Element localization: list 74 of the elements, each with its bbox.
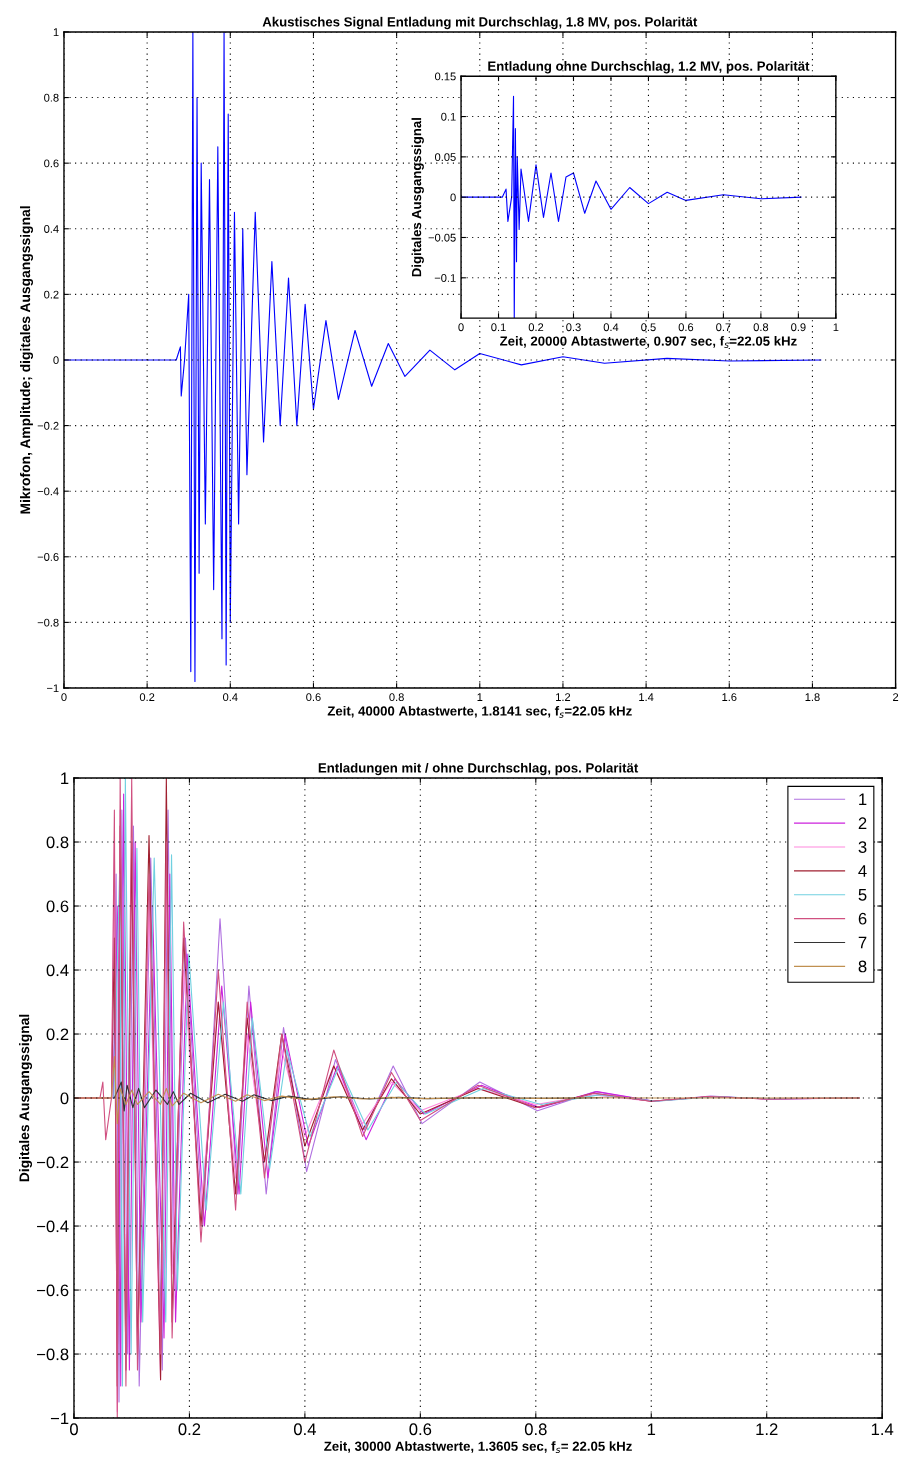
- x-axis-title: Zeit, 30000 Abtastwerte, 1.3605 sec, f$_{s}$= 22.05 kHz: [324, 1441, 632, 1454]
- x-tick-label: 0.8: [524, 1423, 547, 1436]
- y-tick-label: −0.4: [37, 487, 59, 496]
- y-tick-label: 0.4: [46, 964, 69, 977]
- y-tick-label: −1: [50, 1412, 69, 1425]
- y-axis-title: Mikrofon, Amplitude; digitales Ausgangssignal: [20, 206, 34, 514]
- x-tick-label: 0.8: [389, 693, 404, 702]
- legend-label: 1: [859, 793, 867, 806]
- x-tick-label: 0.9: [791, 323, 806, 332]
- y-tick-label: −0.6: [37, 553, 59, 561]
- y-tick-label: −0.6: [37, 1284, 69, 1297]
- y-tick-label: 0.4: [44, 225, 59, 233]
- x-tick-label: 0.4: [603, 323, 619, 332]
- x-tick-label: 0.5: [641, 323, 656, 332]
- x-tick-label: 1.8: [805, 693, 820, 702]
- x-tick-label: 2: [893, 693, 899, 701]
- x-tick-label: 0.2: [528, 323, 544, 332]
- x-tick-label: 0.8: [753, 323, 769, 332]
- x-tick-label: 0.2: [178, 1423, 201, 1436]
- y-tick-label: −0.05: [428, 233, 456, 242]
- y-tick-label: −0.8: [37, 1348, 69, 1361]
- x-tick-label: 0.3: [566, 323, 581, 332]
- x-tick-label: 0: [69, 1423, 78, 1436]
- x-tick-label: 0.4: [293, 1423, 316, 1436]
- y-tick-label: −1: [46, 684, 59, 693]
- x-tick-label: 1.6: [722, 693, 737, 702]
- x-tick-label: 0.7: [716, 323, 731, 332]
- y-tick-label: 0.05: [434, 153, 456, 161]
- x-tick-label: 0: [458, 323, 464, 332]
- chart-title: Akustisches Signal Entladung mit Durchschlag, 1.8 MV, pos. Polarität: [262, 16, 698, 30]
- y-tick-label: −0.4: [37, 1220, 69, 1233]
- x-tick-label: 1.2: [756, 1423, 778, 1435]
- x-tick-label: 0.6: [409, 1423, 432, 1436]
- legend-label: 4: [858, 865, 867, 877]
- x-tick-label: 0.1: [491, 323, 506, 332]
- y-tick-label: 0: [450, 193, 456, 202]
- y-tick-label: 0.6: [44, 159, 59, 168]
- x-tick-label: 1: [477, 693, 483, 701]
- x-tick-label: 1: [647, 1423, 656, 1435]
- y-tick-label: 1: [61, 772, 69, 785]
- x-tick-label: 0.6: [678, 323, 694, 332]
- y-tick-label: 0.8: [46, 836, 69, 849]
- y-tick-label: 0.2: [44, 290, 59, 299]
- y-tick-label: 0: [60, 1092, 69, 1105]
- y-tick-label: −0.1: [434, 274, 456, 282]
- y-tick-label: 1: [53, 28, 59, 36]
- x-axis-title: Zeit, 40000 Abtastwerte, 1.8141 sec, f$_{s}$=22.05 kHz: [327, 705, 632, 718]
- y-tick-label: 0.1: [441, 112, 456, 121]
- y-tick-label: −0.2: [37, 1156, 69, 1169]
- y-tick-label: 0.8: [44, 93, 59, 102]
- chart-title: Entladung ohne Durchschlag, 1.2 MV, pos. Polarität: [488, 61, 810, 74]
- x-tick-label: 1.4: [871, 1423, 894, 1435]
- chart-title: Entladungen mit / ohne Durchschlag, pos. Polarität: [318, 762, 639, 776]
- legend-label: 3: [858, 841, 867, 853]
- y-tick-label: 0.15: [434, 72, 456, 81]
- y-tick-label: −0.8: [37, 618, 59, 627]
- legend-label: 5: [858, 889, 867, 901]
- y-tick-label: 0.2: [46, 1028, 69, 1041]
- y-tick-label: −0.2: [37, 421, 59, 430]
- x-tick-label: 1.2: [556, 693, 571, 701]
- x-tick-label: 0.4: [223, 693, 238, 702]
- legend-label: 2: [858, 817, 867, 829]
- legend-label: 8: [858, 960, 867, 973]
- y-axis-title: Digitales Ausgangssignal: [411, 118, 424, 277]
- x-axis-title: Zeit, 20000 Abtastwerte, 0.907 sec, f$_{s}$=22.05 kHz: [500, 336, 797, 348]
- y-axis-title: Digitales Ausgangssignal: [19, 1014, 33, 1182]
- y-tick-label: 0: [53, 356, 59, 365]
- y-tick-label: 0.6: [46, 900, 69, 913]
- x-tick-label: 1.4: [639, 693, 654, 701]
- legend-label: 7: [858, 936, 867, 949]
- x-tick-label: 0.2: [139, 693, 155, 702]
- x-tick-label: 0.6: [306, 693, 321, 702]
- legend-label: 6: [858, 912, 867, 925]
- x-tick-label: 1: [833, 323, 839, 332]
